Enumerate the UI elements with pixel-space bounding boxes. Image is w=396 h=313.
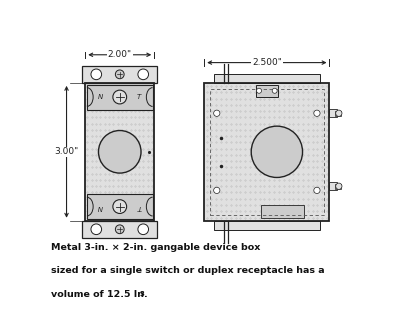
Bar: [256, 85, 278, 97]
Bar: [335, 184, 341, 189]
Text: volume of 12.5 In.: volume of 12.5 In.: [51, 290, 148, 299]
Circle shape: [99, 131, 141, 173]
Bar: [204, 83, 329, 221]
Circle shape: [336, 183, 342, 189]
Text: N: N: [98, 203, 103, 210]
Circle shape: [314, 187, 320, 193]
Bar: [85, 83, 154, 221]
Circle shape: [138, 224, 148, 235]
Circle shape: [115, 70, 124, 79]
Text: Metal 3-in. × 2-in. gangable device box: Metal 3-in. × 2-in. gangable device box: [51, 243, 260, 252]
Circle shape: [115, 225, 124, 233]
Bar: [82, 66, 157, 83]
Bar: [214, 221, 320, 230]
Circle shape: [214, 110, 220, 116]
Bar: [87, 85, 152, 110]
Bar: [335, 111, 341, 116]
Circle shape: [91, 69, 102, 80]
Circle shape: [257, 88, 261, 93]
Bar: [82, 221, 157, 238]
Text: T: T: [137, 203, 141, 210]
Text: T: T: [137, 94, 141, 100]
Circle shape: [113, 90, 127, 104]
Bar: [204, 83, 329, 221]
Text: 2.500": 2.500": [252, 58, 282, 67]
Bar: [261, 205, 305, 218]
Circle shape: [138, 69, 148, 80]
Circle shape: [113, 200, 127, 213]
Text: 3: 3: [139, 291, 144, 297]
Bar: [87, 194, 152, 219]
Circle shape: [314, 110, 320, 116]
Circle shape: [336, 110, 342, 116]
Text: 2.00": 2.00": [108, 50, 132, 59]
Bar: [329, 182, 337, 190]
Text: N: N: [98, 94, 103, 100]
Circle shape: [251, 126, 303, 177]
Bar: [210, 89, 324, 215]
Circle shape: [91, 224, 102, 235]
Circle shape: [214, 187, 220, 193]
Bar: [329, 110, 337, 117]
Bar: [85, 83, 154, 221]
Bar: [214, 74, 320, 83]
Text: sized for a single switch or duplex receptacle has a: sized for a single switch or duplex rece…: [51, 266, 324, 275]
Circle shape: [272, 88, 277, 93]
Text: 3.00": 3.00": [54, 147, 79, 156]
